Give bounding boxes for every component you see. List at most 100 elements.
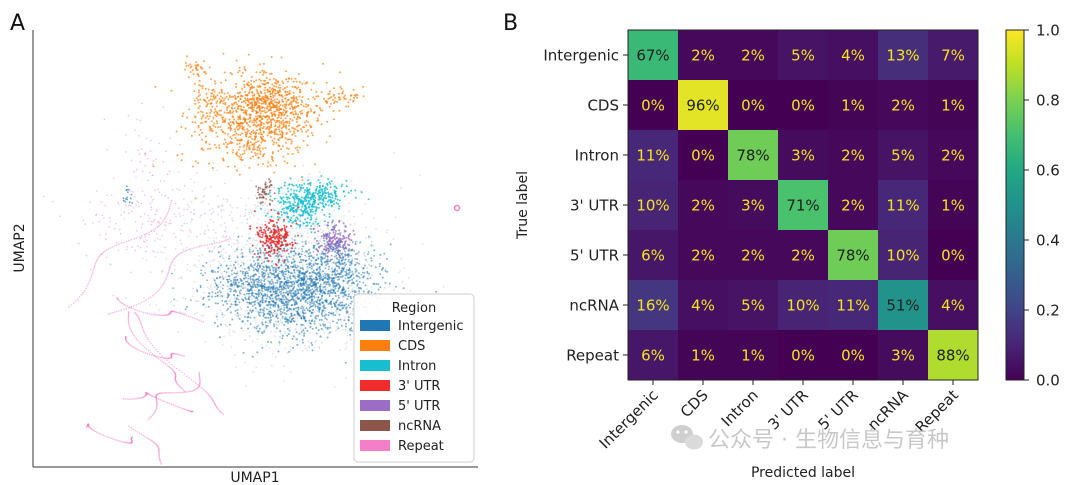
matrix-cell: 2% — [678, 230, 728, 280]
matrix-cell: 6% — [628, 230, 678, 280]
matrix-cell: 0% — [928, 230, 978, 280]
matrix-cell-fill — [728, 180, 778, 230]
scatter-cluster — [85, 423, 134, 444]
matrix-cell-value: 6% — [641, 347, 665, 365]
scatter-cluster — [103, 102, 181, 182]
matrix-cell-value: 3% — [891, 347, 915, 365]
matrix-cell: 2% — [878, 80, 928, 130]
matrix-cell: 3% — [878, 330, 928, 380]
matrix-cell-value: 5% — [791, 47, 815, 65]
watermark-text: 公众号 · 生物信息与育种 — [708, 428, 949, 453]
col-tick-label: Intron — [718, 386, 762, 430]
matrix-cell-value: 2% — [691, 47, 715, 65]
matrix-cell: 11% — [628, 130, 678, 180]
matrix-cell-fill — [878, 80, 928, 130]
matrix-cell-value: 0% — [641, 97, 665, 115]
colorbar-tick-label: 1.0 — [1036, 22, 1060, 40]
panel-a: A UMAP1 UMAP2 Region Intergenic CDS Intron… — [10, 11, 478, 485]
matrix-cell-value: 5% — [891, 147, 915, 165]
row-tick-label: Intergenic — [543, 47, 619, 65]
matrix-cell-fill — [928, 180, 978, 230]
matrix-cell-fill — [928, 30, 978, 80]
matrix-cell-fill — [928, 80, 978, 130]
matrix-cell-fill — [678, 130, 728, 180]
matrix-cell-value: 11% — [636, 147, 669, 165]
matrix-cell: 96% — [678, 80, 728, 130]
row-tick-label: ncRNA — [569, 297, 619, 315]
matrix-cell-fill — [678, 80, 728, 130]
matrix-cell-value: 13% — [886, 47, 919, 65]
scatter-cluster — [122, 391, 194, 413]
matrix-cell-fill — [828, 130, 878, 180]
matrix-cell-value: 1% — [941, 197, 965, 215]
legend-swatch — [360, 420, 390, 431]
matrix-cell-value: 1% — [741, 347, 765, 365]
matrix-cell-fill — [828, 80, 878, 130]
legend-label: ncRNA — [398, 419, 441, 434]
matrix-cell-fill — [778, 330, 828, 380]
matrix-cell-value: 0% — [741, 97, 765, 115]
matrix-cell: 11% — [878, 180, 928, 230]
matrix-cell-value: 3% — [741, 197, 765, 215]
row-tick-label: Repeat — [566, 347, 619, 365]
matrix-cell-value: 4% — [841, 47, 865, 65]
matrix-cell: 67% — [628, 30, 678, 80]
matrix-cell: 4% — [828, 30, 878, 80]
matrix-cell-fill — [928, 130, 978, 180]
matrix-cell-fill — [878, 280, 928, 330]
scatter-cluster — [107, 238, 231, 315]
matrix-cell-fill — [928, 230, 978, 280]
scatter-cluster — [216, 56, 318, 136]
matrix-cell: 3% — [728, 180, 778, 230]
matrix-cell-value: 0% — [841, 347, 865, 365]
legend-swatch — [360, 320, 390, 331]
matrix-cell: 1% — [928, 180, 978, 230]
matrix-cell: 88% — [928, 330, 978, 380]
matrix-cell: 5% — [878, 130, 928, 180]
matrix-cell: 16% — [628, 280, 678, 330]
matrix-cell-value: 88% — [936, 347, 969, 365]
umap-y-label: UMAP2 — [12, 223, 28, 272]
matrix-cell-fill — [628, 280, 678, 330]
matrix-cell: 4% — [678, 280, 728, 330]
matrix-cell-fill — [778, 80, 828, 130]
matrix-cell: 0% — [628, 80, 678, 130]
matrix-cell-value: 0% — [791, 97, 815, 115]
matrix-cell: 2% — [728, 30, 778, 80]
watermark: 公众号 · 生物信息与育种 — [671, 425, 949, 453]
matrix-cell-fill — [778, 280, 828, 330]
panel-b: B 67% 2% 2% 5% 4% 13% 7% 0% 96% 0% 0% 1% 2% 1% 11% 0% 78… — [503, 11, 1060, 481]
matrix-cell-fill — [728, 30, 778, 80]
scatter-cluster — [184, 55, 207, 79]
matrix-cell-fill — [878, 180, 928, 230]
matrix-cell-fill — [628, 130, 678, 180]
matrix-cell-fill — [778, 230, 828, 280]
legend-swatch — [360, 360, 390, 371]
col-tick-label: 5' UTR — [814, 386, 861, 433]
region-legend: Region Intergenic CDS Intron 3' UTR 5' UTR nc… — [353, 293, 475, 463]
matrix-cell-value: 96% — [686, 97, 719, 115]
matrix-cell: 2% — [728, 230, 778, 280]
matrix-cell-fill — [728, 80, 778, 130]
matrix-cell: 3% — [778, 130, 828, 180]
scatter-cluster — [68, 199, 173, 308]
scatter-cluster — [152, 52, 356, 200]
matrix-cell-fill — [778, 30, 828, 80]
matrix-cell: 10% — [778, 280, 828, 330]
matrix-cell: 10% — [628, 180, 678, 230]
row-tick-label: 5' UTR — [570, 247, 619, 265]
colorbar-tick-label: 0.6 — [1036, 162, 1060, 180]
scatter-cluster — [127, 311, 186, 393]
scatter-cluster — [116, 296, 205, 323]
matrix-cell-value: 2% — [941, 147, 965, 165]
matrix-cell-value: 0% — [941, 247, 965, 265]
matrix-cell-fill — [778, 130, 828, 180]
matrix-cell-value: 2% — [741, 247, 765, 265]
matrix-cell-value: 2% — [841, 147, 865, 165]
matrix-cell-value: 2% — [741, 47, 765, 65]
matrix-cell-fill — [728, 230, 778, 280]
legend-label: Repeat — [398, 439, 444, 454]
scatter-cluster — [259, 189, 346, 234]
matrix-cell-fill — [828, 330, 878, 380]
